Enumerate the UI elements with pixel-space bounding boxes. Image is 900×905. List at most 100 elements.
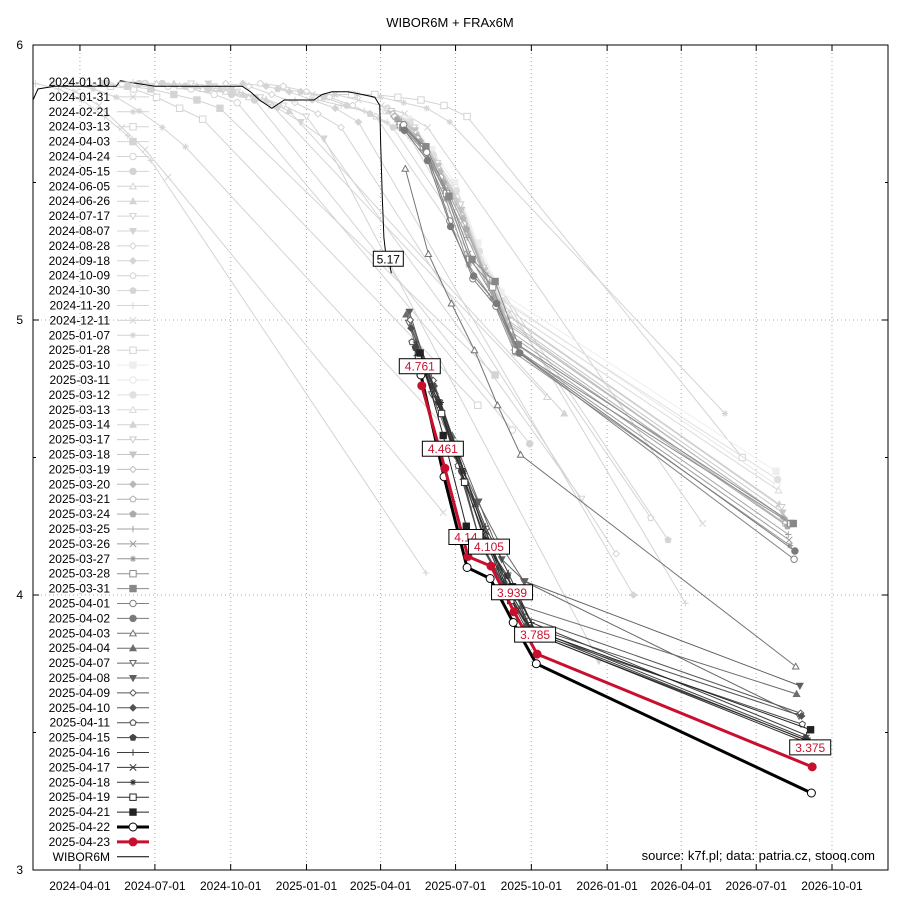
legend-marker — [129, 316, 137, 324]
series-line — [52, 83, 444, 513]
series-2025-04-03 — [401, 164, 800, 670]
series-line — [121, 83, 513, 431]
legend-marker — [129, 688, 137, 697]
legend-label: 2025-04-18 — [49, 775, 111, 789]
data-point — [141, 145, 149, 154]
source-note: source: k7f.pl; data: patria.cz, stooq.c… — [642, 848, 875, 863]
legend-marker — [129, 763, 137, 771]
data-point — [408, 338, 416, 346]
data-point — [407, 324, 415, 333]
series-2024-01-31 — [49, 79, 447, 517]
legend-label: 2024-01-31 — [49, 90, 111, 104]
data-point — [721, 410, 729, 417]
series-line — [277, 88, 669, 541]
legend-label: 2024-09-18 — [49, 254, 111, 268]
legend-marker — [129, 749, 137, 756]
legend-marker — [129, 241, 137, 250]
data-point — [256, 79, 264, 87]
data-point — [439, 431, 447, 440]
data-point — [279, 82, 288, 90]
legend-label: 2025-03-27 — [49, 552, 111, 566]
data-label-text: 3.785 — [520, 628, 550, 642]
legend-label: 2024-08-28 — [49, 239, 111, 253]
legend-marker — [129, 256, 137, 265]
legend-label: 2025-04-09 — [49, 686, 111, 700]
legend-marker — [128, 629, 138, 637]
legend-marker — [128, 213, 138, 221]
data-point — [446, 118, 453, 126]
data-point — [89, 85, 97, 93]
data-point — [423, 148, 431, 156]
legend-marker — [129, 570, 137, 578]
x-tick-label: 2026-10-01 — [801, 879, 863, 893]
legend-marker — [129, 808, 137, 816]
legend-label: 2025-03-26 — [49, 537, 111, 551]
data-point — [400, 99, 407, 106]
data-point — [78, 96, 85, 104]
series-2024-04-03 — [100, 79, 499, 379]
data-point — [221, 79, 230, 88]
data-point — [778, 509, 787, 517]
data-point — [682, 600, 689, 607]
legend-label: 2025-04-01 — [49, 597, 111, 611]
legend-label: 2025-01-28 — [49, 343, 111, 357]
legend-marker — [128, 436, 138, 444]
data-point — [66, 80, 74, 87]
data-point — [360, 107, 368, 115]
data-point — [525, 440, 534, 448]
data-point — [462, 563, 472, 572]
data-label: 3.939 — [491, 584, 534, 601]
legend-label: 2025-03-14 — [49, 418, 111, 432]
data-point — [159, 124, 166, 131]
data-point — [204, 80, 213, 88]
x-tick-label: 2025-01-01 — [276, 879, 338, 893]
data-point — [262, 82, 271, 91]
data-point — [509, 607, 519, 617]
legend-marker — [129, 525, 137, 533]
data-label: 4.761 — [398, 358, 441, 375]
data-point — [49, 79, 57, 88]
legend-marker — [129, 137, 137, 146]
data-point — [337, 102, 345, 109]
data-point — [532, 649, 542, 659]
data-point — [773, 475, 782, 484]
data-point — [285, 106, 294, 115]
legend-marker — [129, 152, 137, 161]
legend-marker — [129, 555, 137, 562]
data-point — [331, 104, 340, 113]
series-line — [409, 319, 801, 714]
data-point — [440, 101, 448, 110]
legend-label: 2025-03-21 — [49, 492, 111, 506]
legend-marker — [129, 271, 137, 279]
legend-label: 2025-04-10 — [49, 701, 111, 715]
data-point — [221, 87, 230, 95]
series-2024-06-26 — [169, 79, 569, 417]
series-2024-02-21 — [66, 80, 464, 447]
legend-label: 2025-03-31 — [49, 582, 111, 596]
legend-label: 2025-03-25 — [49, 522, 111, 536]
legend-marker — [128, 182, 138, 190]
data-point — [777, 503, 786, 512]
legend-label: 2025-03-12 — [49, 388, 111, 402]
legend-label: 2024-05-15 — [49, 164, 111, 178]
data-point — [169, 79, 178, 87]
data-point — [474, 401, 482, 409]
series-2025-03-31 — [399, 123, 797, 528]
legend-marker — [129, 540, 137, 548]
x-tick-label: 2024-10-01 — [200, 879, 262, 893]
data-point — [401, 164, 410, 172]
data-point — [405, 308, 414, 316]
data-point — [797, 712, 806, 720]
legend-label: 2024-12-11 — [50, 313, 111, 327]
series-2025-04-22 — [416, 370, 816, 798]
y-tick-label: 6 — [16, 38, 23, 52]
legend-marker — [129, 599, 137, 608]
series-layer — [32, 79, 817, 798]
data-point — [423, 105, 430, 112]
data-point — [348, 90, 356, 99]
y-tick-label: 4 — [16, 588, 23, 602]
legend-label: 2025-04-02 — [49, 611, 111, 625]
wibor-last-label: 5.17 — [372, 250, 404, 267]
data-point — [785, 531, 792, 538]
data-point — [792, 689, 801, 698]
